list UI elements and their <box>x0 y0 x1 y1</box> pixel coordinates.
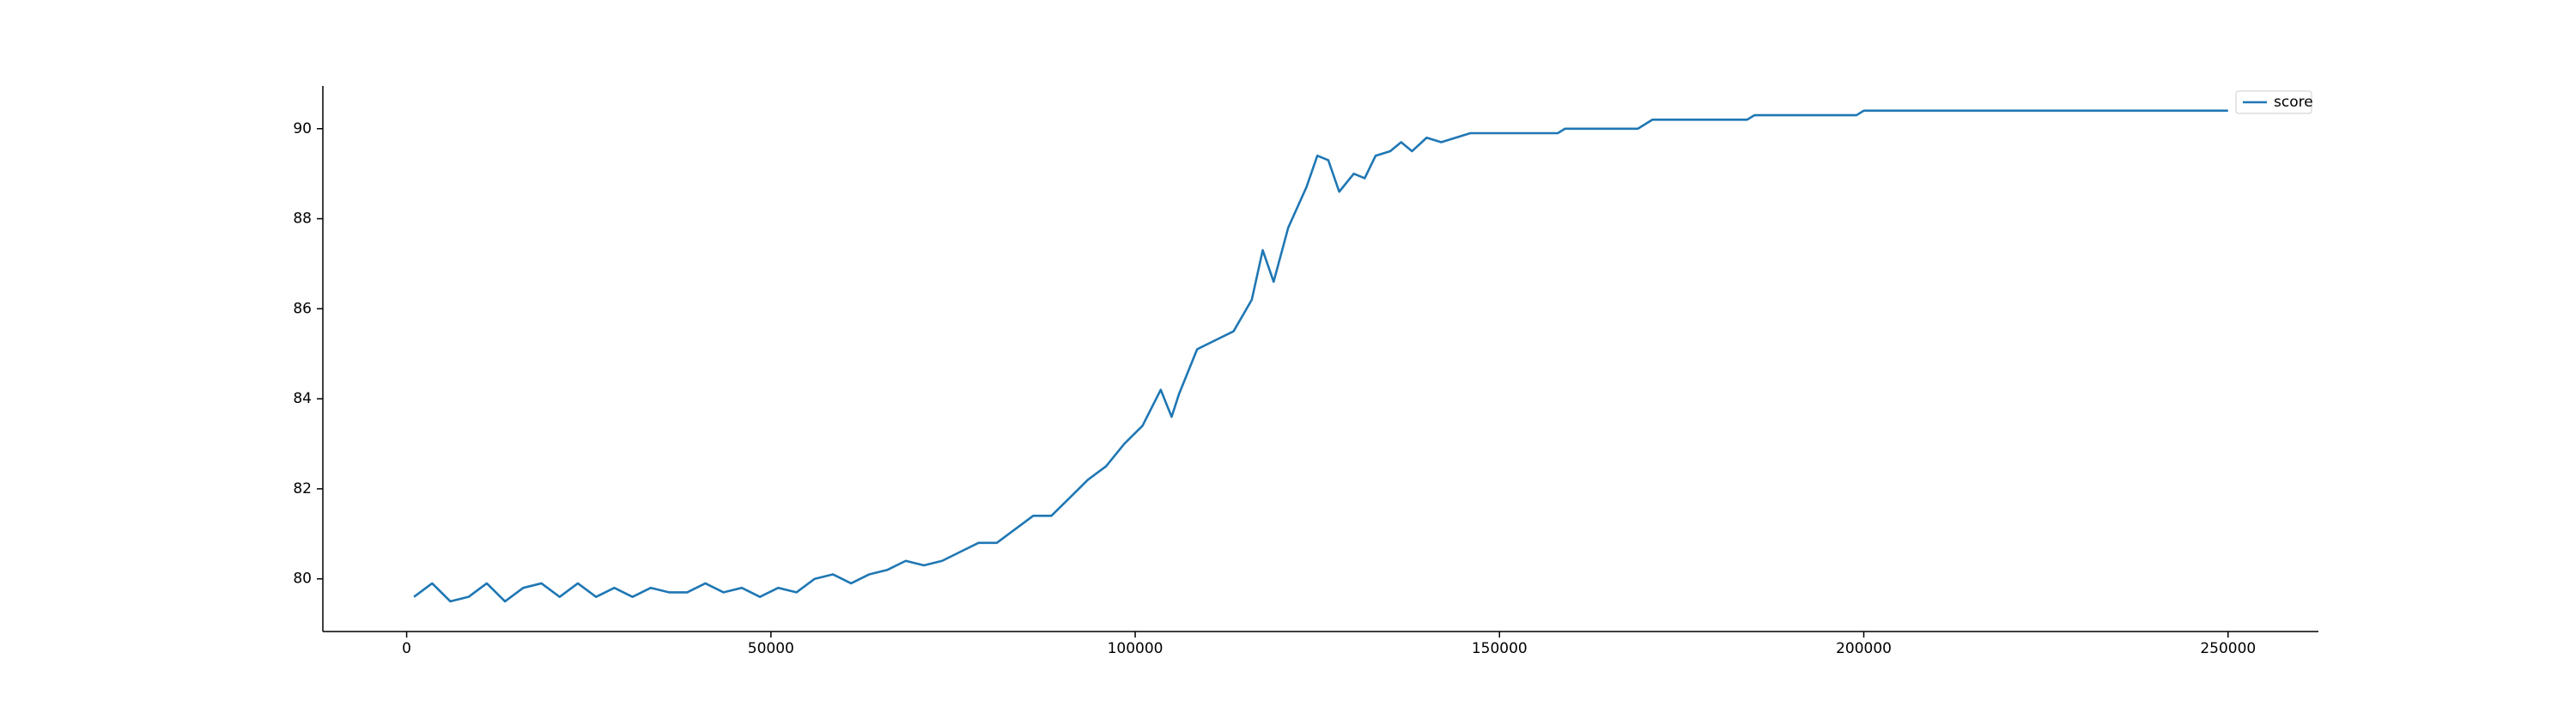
line <box>413 109 2228 603</box>
y-tick-label: 84 <box>293 390 312 407</box>
x-tick-label: 50000 <box>748 640 794 657</box>
y-tick-label: 86 <box>293 300 312 317</box>
x-tick-label: 0 <box>402 640 411 657</box>
x-tick-label: 150000 <box>1472 640 1528 657</box>
x-tick-label: 100000 <box>1108 640 1163 657</box>
y-tick-label: 88 <box>293 211 312 228</box>
y-tick-label: 90 <box>293 120 312 137</box>
y-tick-label: 82 <box>293 480 312 497</box>
y-tick-label: 80 <box>293 571 312 588</box>
legend-label: score <box>2274 94 2313 111</box>
x-tick-label: 200000 <box>1836 640 1892 657</box>
legend-box <box>2235 90 2312 114</box>
x-tick-label: 250000 <box>2200 640 2256 657</box>
